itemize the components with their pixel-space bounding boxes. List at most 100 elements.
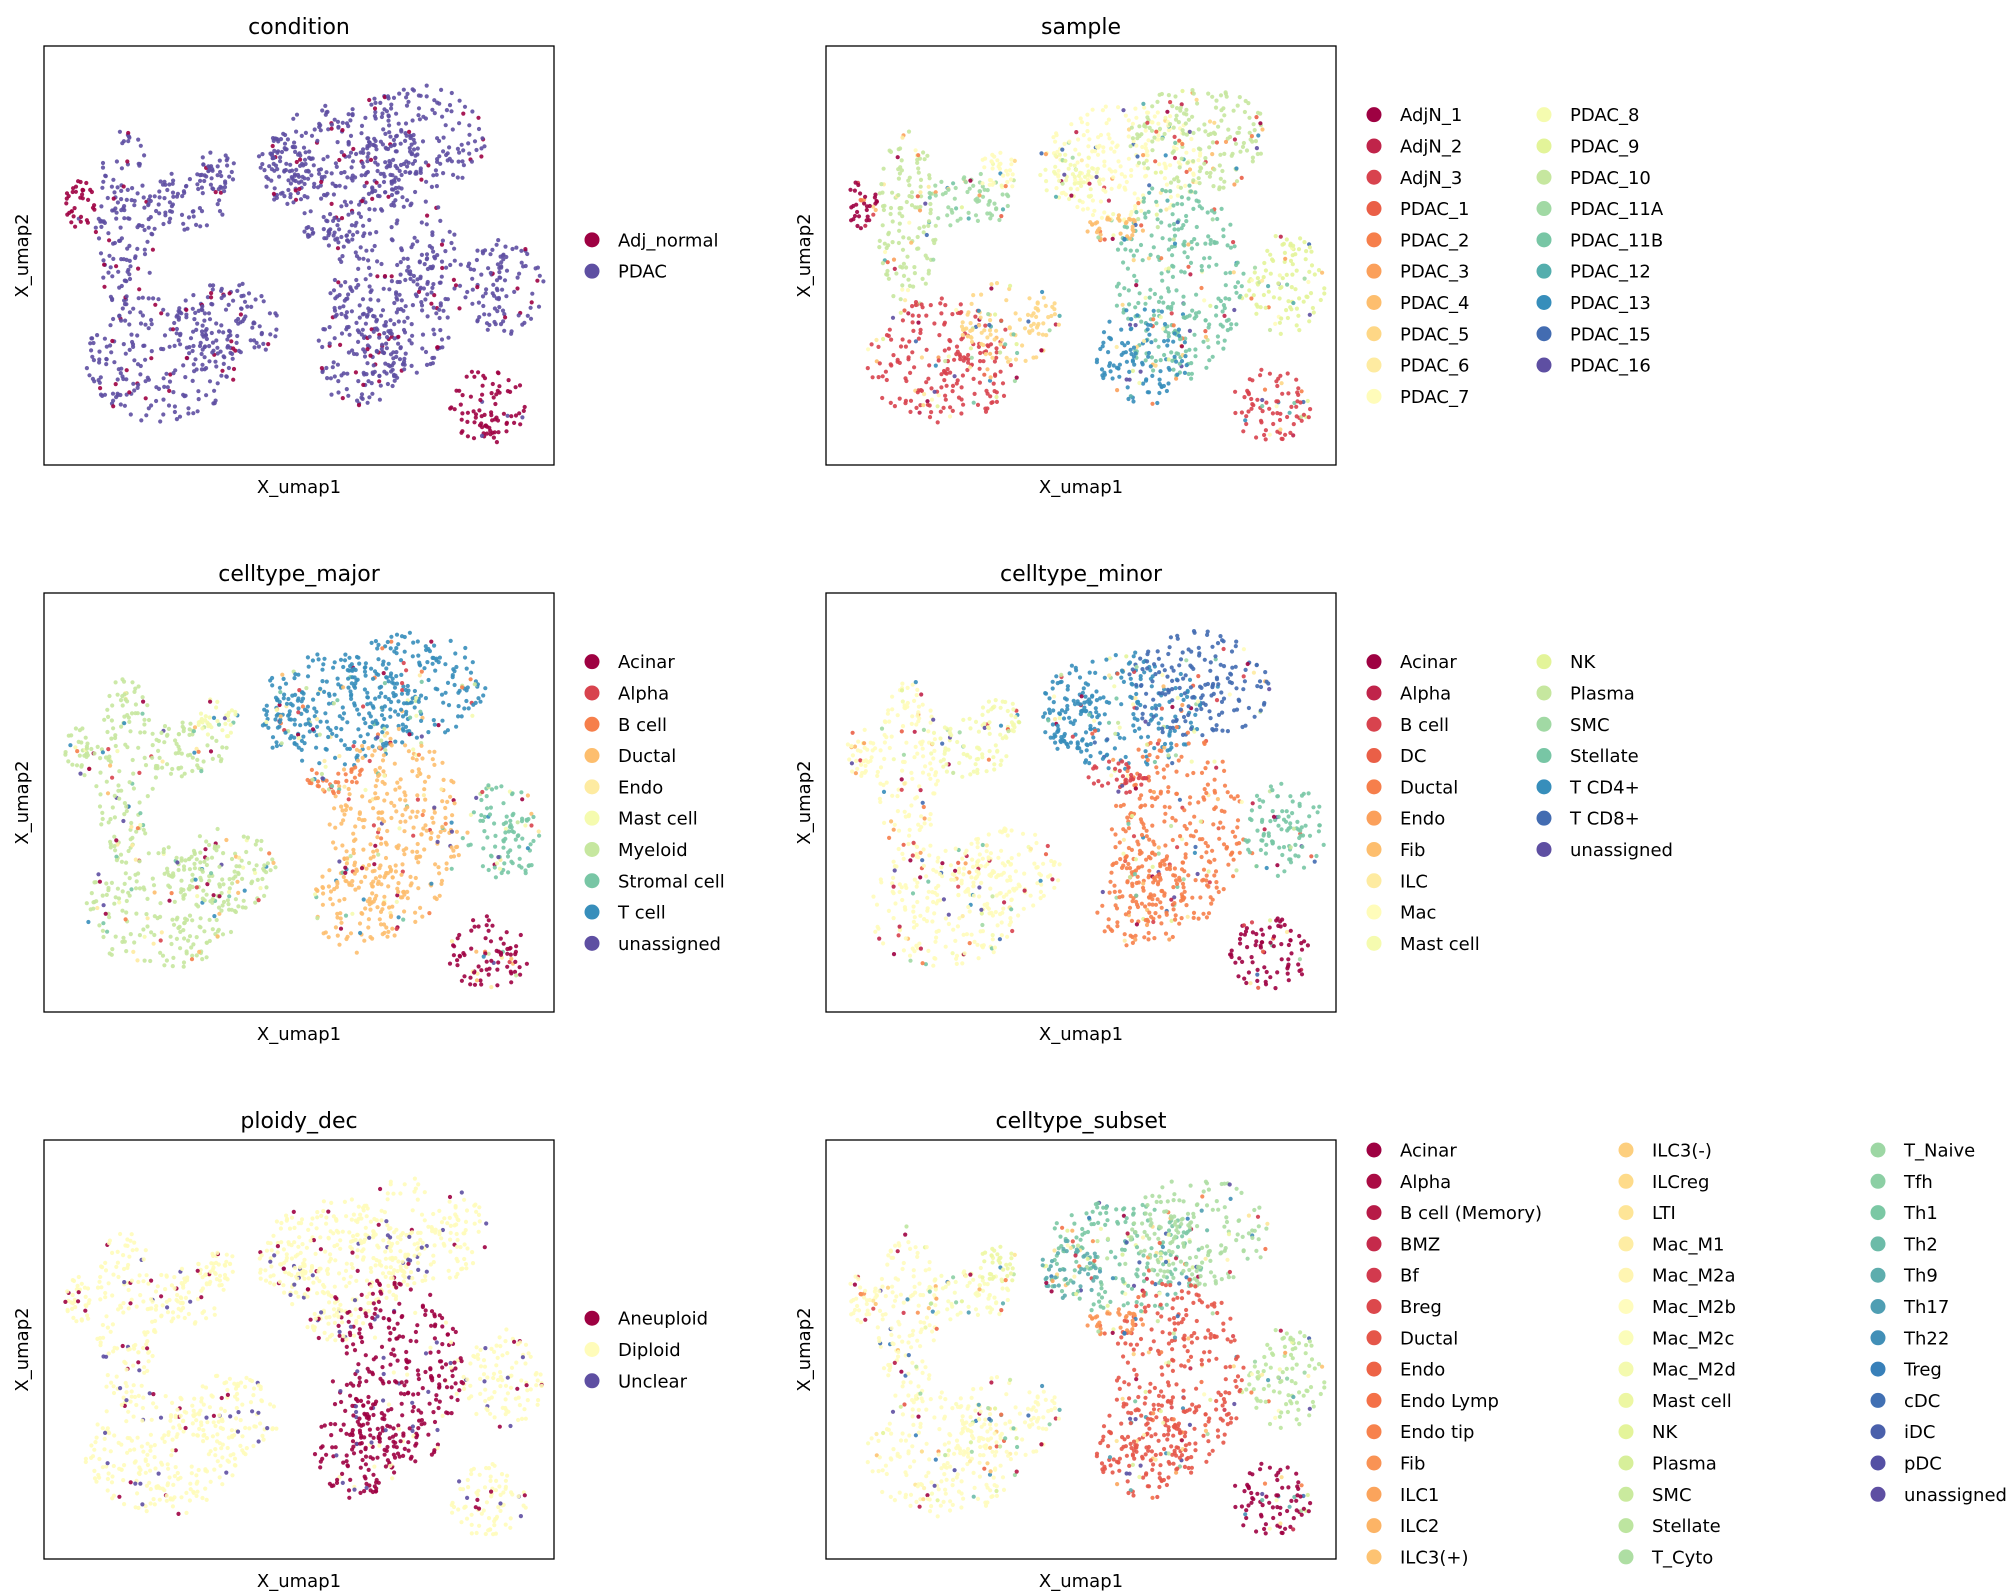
scatter-point [1218, 298, 1223, 304]
scatter-point [917, 410, 922, 415]
scatter-point [1175, 175, 1180, 180]
scatter-point [959, 411, 964, 416]
scatter-point [1218, 93, 1224, 98]
legend-label: PDAC_8 [1570, 105, 1639, 126]
scatter-point [205, 743, 210, 748]
scatter-point [133, 857, 138, 862]
scatter-point [411, 88, 416, 93]
scatter-point [1102, 210, 1107, 215]
scatter-point [1197, 153, 1203, 158]
scatter-point [227, 329, 232, 334]
scatter-point [202, 929, 207, 934]
scatter-point [241, 834, 246, 839]
scatter-point [110, 703, 115, 708]
scatter-point [342, 743, 347, 748]
scatter-point [299, 738, 304, 743]
scatter-point [1277, 320, 1282, 325]
scatter-point [1146, 138, 1151, 143]
scatter-point [1254, 311, 1259, 316]
scatter-point [106, 747, 111, 752]
scatter-point [514, 245, 519, 250]
scatter-point [1115, 388, 1120, 393]
scatter-point [360, 743, 365, 749]
scatter-point [326, 734, 331, 740]
scatter-point [1117, 374, 1122, 379]
scatter-point [335, 119, 341, 124]
scatter-point [1195, 101, 1200, 106]
scatter-point [983, 156, 988, 161]
scatter-point [535, 278, 540, 283]
scatter-point [411, 747, 416, 752]
scatter-point [1059, 191, 1064, 196]
scatter-point [320, 344, 325, 350]
scatter-point [251, 338, 257, 343]
scatter-point [137, 163, 142, 168]
scatter-point [429, 639, 434, 644]
scatter-point [870, 375, 875, 380]
legend-marker [1536, 107, 1552, 123]
scatter-point [371, 899, 376, 904]
scatter-point [179, 212, 185, 217]
scatter-point [1232, 182, 1237, 187]
scatter-point [1043, 152, 1048, 157]
scatter-point [1189, 246, 1194, 251]
scatter-point [184, 917, 190, 922]
scatter-point [1174, 376, 1179, 381]
scatter-point [1231, 270, 1236, 275]
scatter-point [461, 148, 466, 153]
scatter-point [108, 323, 113, 328]
scatter-point [197, 206, 202, 211]
scatter-point [1171, 367, 1176, 372]
scatter-point [896, 147, 901, 152]
scatter-point [391, 350, 396, 355]
scatter-point [142, 934, 147, 939]
scatter-point [423, 199, 428, 204]
scatter-point [487, 312, 492, 317]
scatter-point [866, 347, 871, 352]
scatter-point [1116, 213, 1121, 218]
scatter-point [336, 240, 341, 245]
scatter-point [1090, 222, 1095, 227]
scatter-point [1274, 404, 1279, 409]
scatter-point [1148, 287, 1153, 292]
scatter-point [319, 366, 324, 371]
scatter-point [961, 402, 966, 407]
scatter-point [904, 265, 909, 270]
scatter-point [339, 170, 344, 176]
scatter-point [423, 160, 428, 165]
scatter-point [1207, 119, 1213, 124]
scatter-point [1078, 170, 1083, 175]
scatter-point [342, 897, 347, 902]
scatter-point [915, 160, 920, 165]
scatter-point [403, 724, 409, 729]
scatter-point [175, 313, 180, 318]
scatter-point [343, 652, 348, 657]
scatter-point [923, 253, 928, 258]
scatter-point [132, 940, 137, 945]
scatter-point [100, 816, 105, 822]
scatter-point [1282, 259, 1287, 264]
scatter-point [454, 829, 459, 834]
scatter-point [383, 190, 388, 195]
scatter-point [236, 321, 241, 326]
scatter-point [525, 793, 530, 798]
scatter-point [1179, 202, 1185, 207]
scatter-point [435, 687, 440, 692]
scatter-point [472, 139, 478, 144]
scatter-point [425, 292, 430, 297]
scatter-point [1278, 234, 1283, 239]
legend-label: PDAC_12 [1570, 262, 1651, 283]
scatter-point [217, 884, 222, 889]
scatter-point [233, 909, 238, 915]
legend-label: AdjN_2 [1400, 136, 1462, 157]
scatter-point [98, 770, 103, 775]
scatter-point [989, 282, 994, 287]
scatter-point [1207, 358, 1212, 363]
scatter-point [1280, 242, 1285, 247]
scatter-point [1273, 321, 1278, 326]
scatter-point [395, 279, 400, 285]
scatter-point [933, 193, 938, 198]
scatter-point [181, 729, 186, 734]
scatter-point [363, 906, 368, 911]
scatter-point [968, 321, 973, 326]
